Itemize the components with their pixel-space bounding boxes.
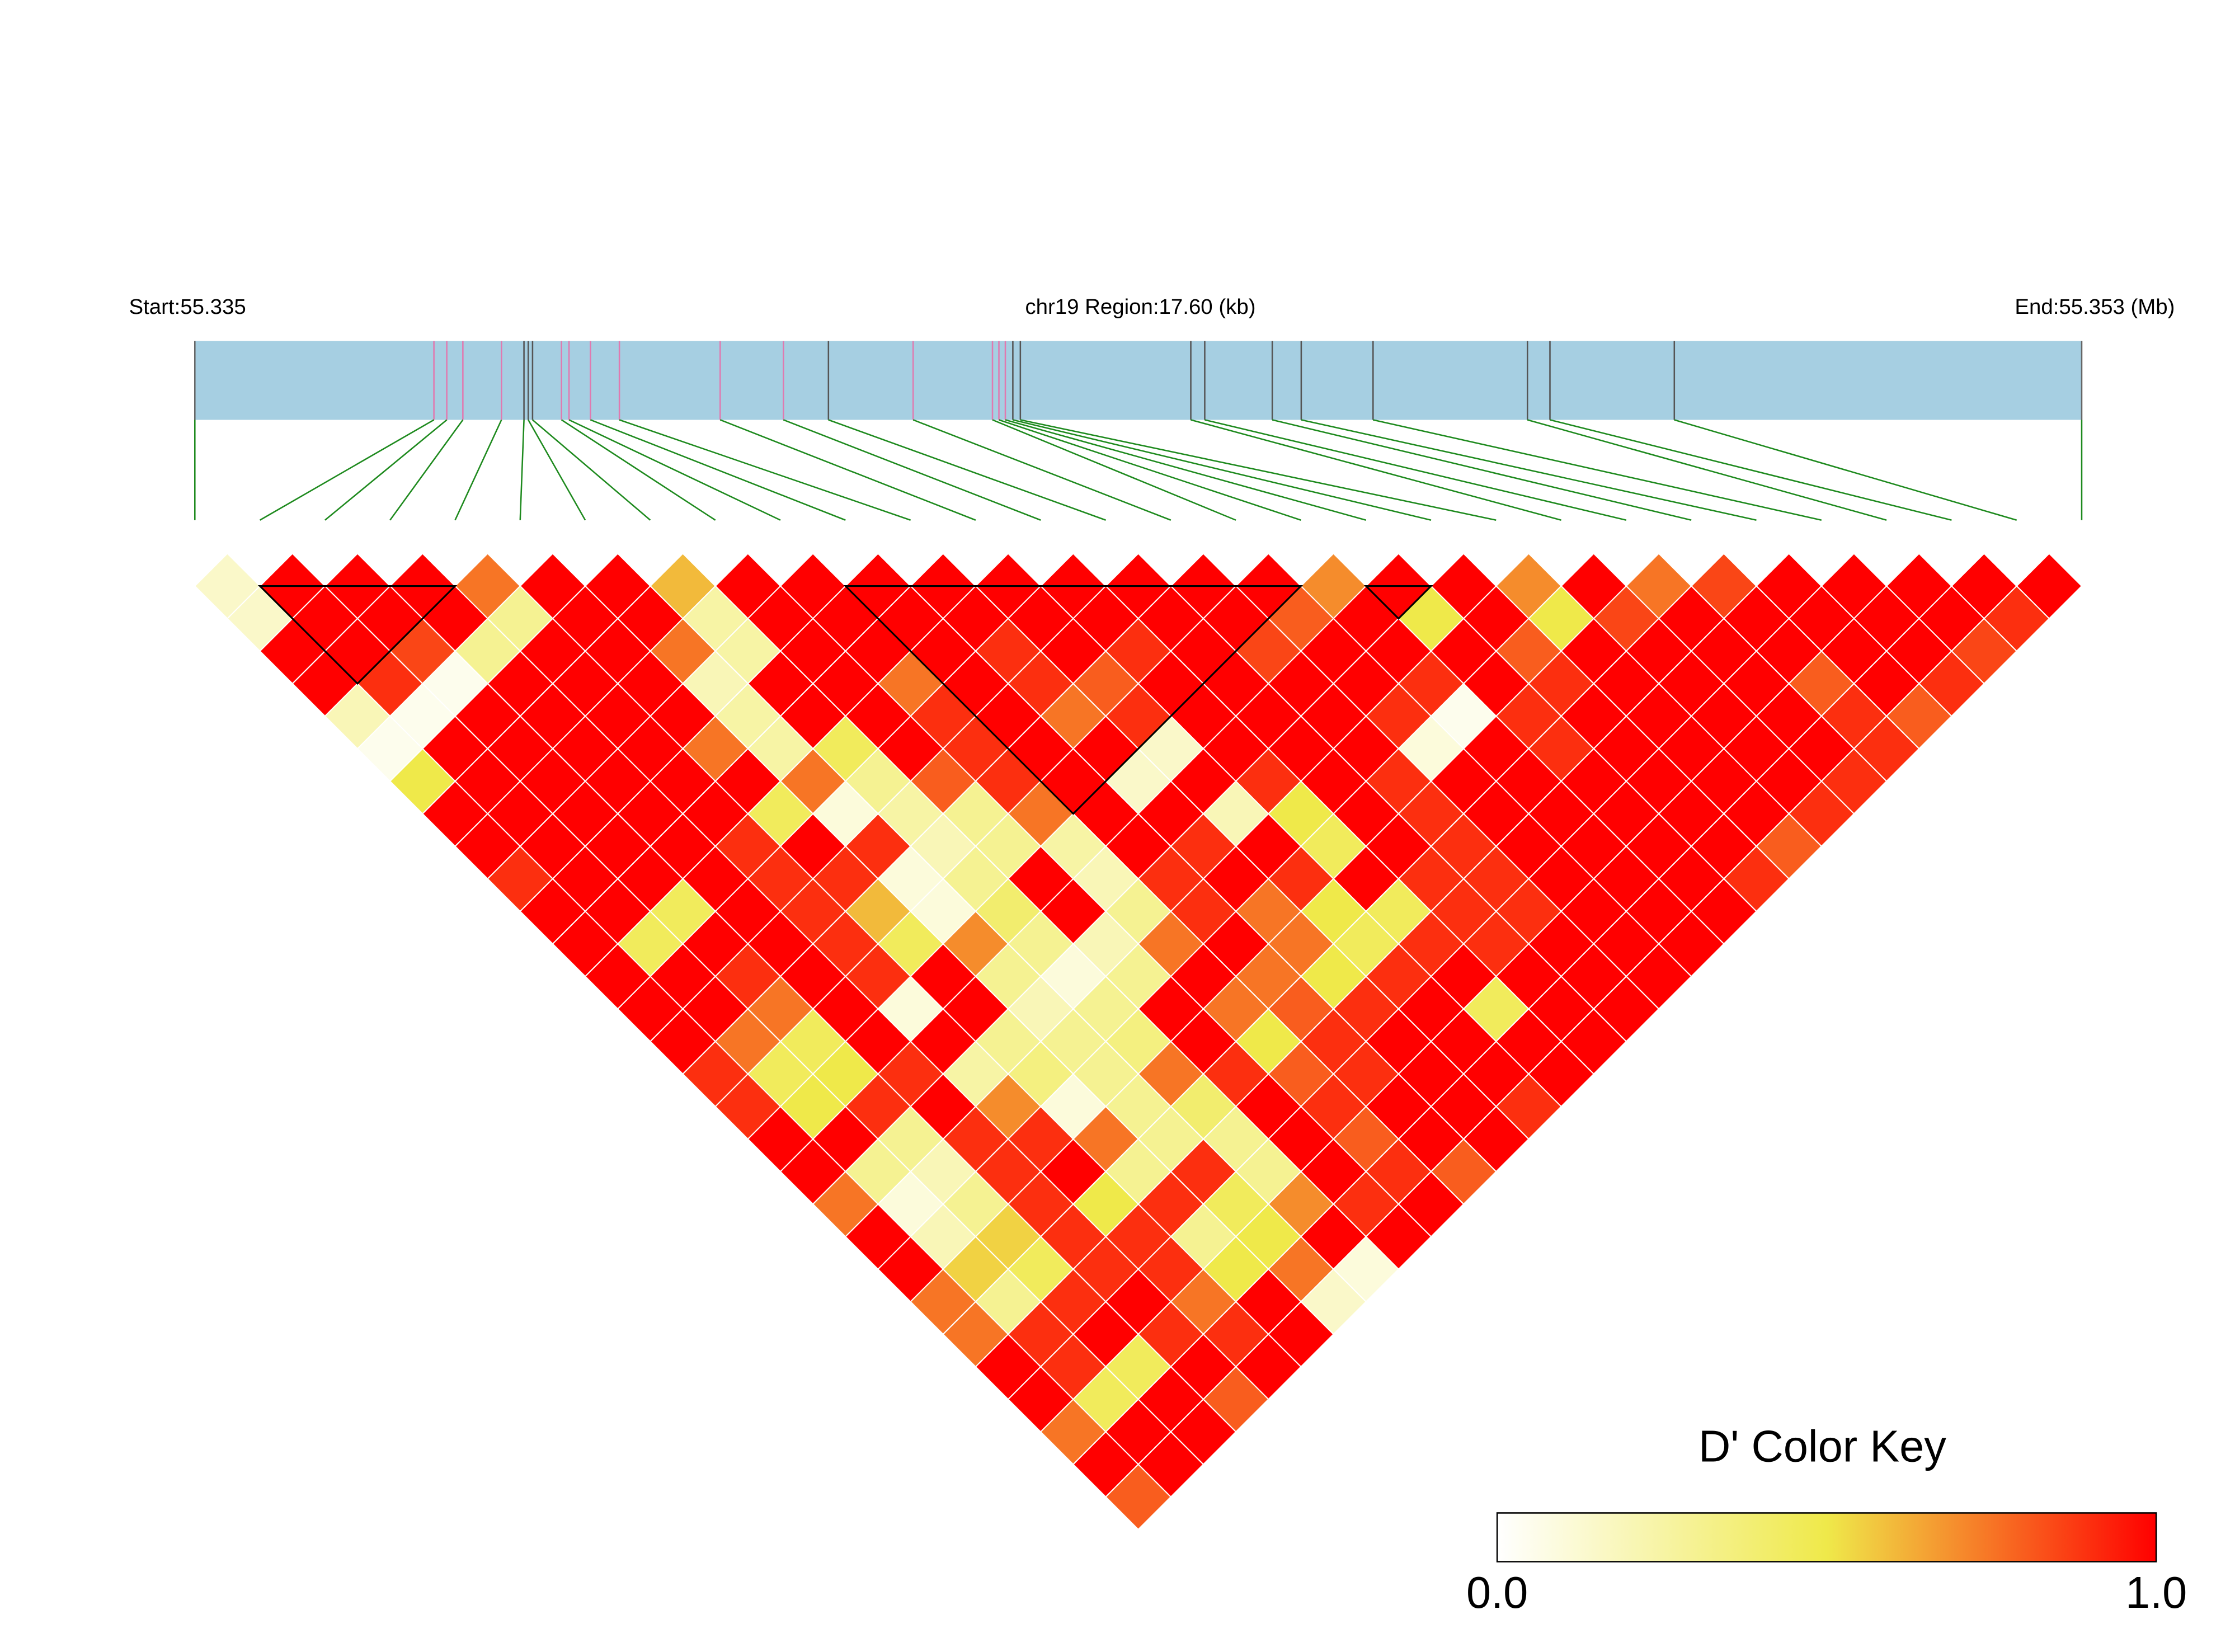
start-label: Start:55.335 (129, 295, 246, 319)
snp-link-line (590, 419, 846, 521)
ld-block-outline (843, 585, 1304, 815)
snp-link-line (1020, 419, 1497, 521)
snp-link-line (1204, 419, 1627, 521)
color-key-tick-label: 0.0 (1466, 1568, 1528, 1617)
snp-link-line (528, 419, 586, 521)
ld-block-outline (1363, 585, 1433, 620)
color-key-tick-label: 1.0 (2125, 1568, 2187, 1617)
ld-block-outline (257, 585, 458, 685)
snp-link-line (912, 419, 1171, 521)
snp-link-line (519, 420, 525, 520)
snp-link-line (259, 419, 435, 521)
snp-link-line (324, 419, 448, 521)
ld-cell (1105, 1463, 1172, 1531)
region-strip (195, 341, 2082, 420)
snp-link-line (1301, 419, 1757, 521)
snp-link-line (1550, 419, 1952, 521)
snp-link-line (568, 419, 781, 521)
snp-link-line (828, 419, 1106, 521)
snp-link-line (389, 419, 464, 521)
snp-link-line (454, 419, 502, 521)
snp-link-line (1005, 419, 1367, 521)
snp-link-line (1013, 419, 1432, 521)
snp-link-line (992, 419, 1236, 521)
snp-link-line (719, 419, 976, 521)
snp-link-line (783, 419, 1041, 521)
snp-link-line (1373, 419, 1822, 521)
color-key-title: D' Color Key (1698, 1422, 1946, 1471)
snp-link-line (1191, 419, 1561, 521)
snp-link-line (532, 419, 651, 521)
snp-link-line (1272, 419, 1692, 521)
end-label: End:55.353 (Mb) (2015, 295, 2175, 319)
color-key-bar (1496, 1512, 2157, 1562)
snp-link-line (999, 419, 1301, 521)
snp-link-line (1527, 419, 1887, 521)
region-label: chr19 Region:17.60 (kb) (1025, 295, 1255, 319)
snp-link-line (1674, 419, 2017, 521)
snp-link-line (619, 419, 911, 521)
snp-link-line (561, 419, 716, 521)
